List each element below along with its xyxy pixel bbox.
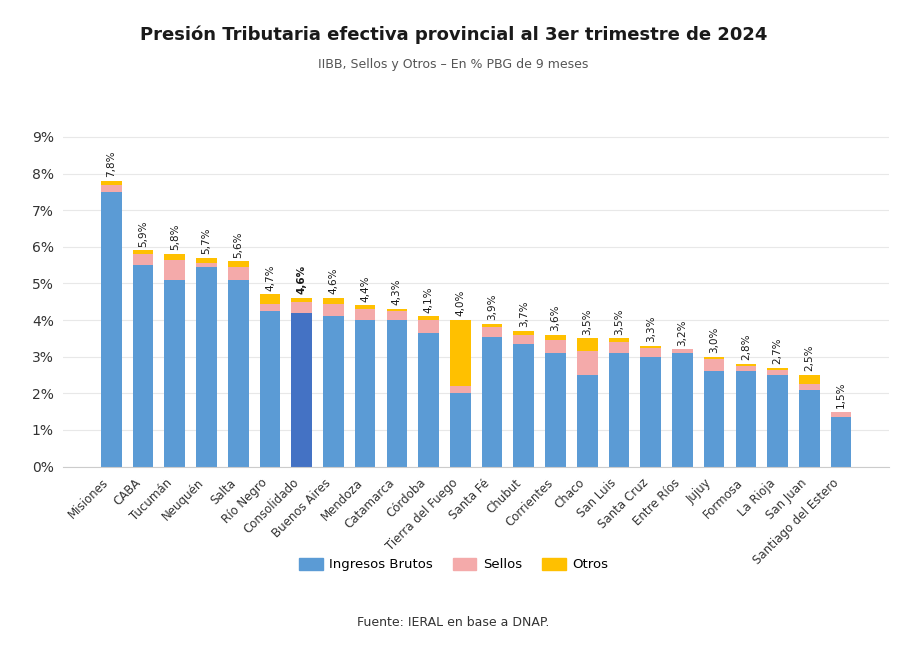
Text: 4,1%: 4,1% bbox=[424, 286, 434, 313]
Bar bbox=[164, 280, 185, 467]
Text: 3,2%: 3,2% bbox=[678, 319, 688, 345]
Bar bbox=[831, 417, 852, 467]
Bar bbox=[513, 335, 534, 344]
Text: 4,6%: 4,6% bbox=[328, 268, 338, 294]
Bar bbox=[704, 371, 725, 467]
Bar bbox=[259, 303, 280, 311]
Bar bbox=[259, 294, 280, 303]
Bar bbox=[323, 298, 344, 303]
Text: 2,8%: 2,8% bbox=[741, 334, 751, 360]
Bar bbox=[767, 375, 788, 467]
Bar bbox=[132, 254, 153, 265]
Text: 7,8%: 7,8% bbox=[106, 151, 116, 177]
Text: 4,0%: 4,0% bbox=[455, 290, 465, 316]
Bar bbox=[323, 303, 344, 316]
Bar bbox=[132, 265, 153, 467]
Text: 5,6%: 5,6% bbox=[233, 231, 243, 258]
Bar bbox=[196, 267, 217, 467]
Bar bbox=[386, 311, 407, 320]
Bar bbox=[259, 311, 280, 467]
Bar bbox=[164, 254, 185, 260]
Bar bbox=[640, 345, 661, 347]
Bar bbox=[291, 302, 312, 313]
Bar bbox=[418, 333, 439, 467]
Bar bbox=[355, 309, 375, 320]
Text: Fuente: IERAL en base a DNAP.: Fuente: IERAL en base a DNAP. bbox=[357, 616, 550, 629]
Text: Presión Tributaria efectiva provincial al 3er trimestre de 2024: Presión Tributaria efectiva provincial a… bbox=[140, 26, 767, 45]
Bar bbox=[101, 185, 122, 192]
Bar bbox=[196, 258, 217, 263]
Bar bbox=[640, 347, 661, 356]
Text: 2,5%: 2,5% bbox=[805, 345, 814, 371]
Bar bbox=[831, 411, 852, 417]
Bar bbox=[228, 280, 249, 467]
Bar bbox=[513, 331, 534, 335]
Text: 3,3%: 3,3% bbox=[646, 316, 656, 342]
Bar bbox=[482, 324, 502, 327]
Bar bbox=[228, 267, 249, 280]
Bar bbox=[386, 309, 407, 311]
Bar bbox=[704, 358, 725, 371]
Text: 4,3%: 4,3% bbox=[392, 279, 402, 305]
Text: 5,8%: 5,8% bbox=[170, 224, 180, 251]
Bar bbox=[101, 192, 122, 467]
Bar bbox=[704, 356, 725, 358]
Text: 3,5%: 3,5% bbox=[582, 308, 592, 335]
Bar bbox=[482, 327, 502, 336]
Bar bbox=[767, 369, 788, 375]
Text: 3,6%: 3,6% bbox=[551, 305, 561, 331]
Text: 1,5%: 1,5% bbox=[836, 382, 846, 408]
Bar bbox=[164, 260, 185, 280]
Bar bbox=[355, 305, 375, 309]
Bar bbox=[577, 351, 598, 375]
Bar bbox=[609, 342, 629, 353]
Text: 3,7%: 3,7% bbox=[519, 301, 529, 327]
Text: 4,4%: 4,4% bbox=[360, 275, 370, 302]
Bar bbox=[513, 344, 534, 467]
Bar bbox=[132, 251, 153, 254]
Bar bbox=[545, 335, 566, 340]
Bar bbox=[609, 338, 629, 342]
Text: 3,0%: 3,0% bbox=[709, 327, 719, 353]
Text: 4,6%: 4,6% bbox=[297, 265, 307, 294]
Bar bbox=[577, 375, 598, 467]
Bar bbox=[355, 320, 375, 467]
Bar bbox=[799, 384, 820, 389]
Bar bbox=[799, 389, 820, 467]
Bar bbox=[767, 367, 788, 369]
Bar bbox=[450, 386, 471, 393]
Bar bbox=[450, 393, 471, 467]
Text: 4,7%: 4,7% bbox=[265, 264, 275, 291]
Bar bbox=[736, 371, 756, 467]
Bar bbox=[418, 320, 439, 333]
Bar bbox=[736, 364, 756, 366]
Bar bbox=[736, 366, 756, 371]
Bar bbox=[323, 316, 344, 467]
Bar bbox=[799, 375, 820, 384]
Bar bbox=[386, 320, 407, 467]
Bar bbox=[640, 356, 661, 467]
Bar bbox=[291, 313, 312, 467]
Bar bbox=[101, 181, 122, 185]
Bar bbox=[545, 353, 566, 467]
Text: 3,9%: 3,9% bbox=[487, 294, 497, 320]
Bar bbox=[291, 298, 312, 302]
Text: 3,5%: 3,5% bbox=[614, 308, 624, 335]
Bar bbox=[545, 340, 566, 353]
Text: 5,9%: 5,9% bbox=[138, 220, 148, 247]
Bar bbox=[577, 338, 598, 351]
Bar bbox=[672, 349, 693, 353]
Text: 5,7%: 5,7% bbox=[201, 227, 211, 254]
Bar bbox=[609, 353, 629, 467]
Bar bbox=[196, 263, 217, 267]
Bar bbox=[450, 320, 471, 386]
Text: 2,7%: 2,7% bbox=[773, 338, 783, 364]
Bar bbox=[482, 336, 502, 467]
Bar bbox=[672, 353, 693, 467]
Legend: Ingresos Brutos, Sellos, Otros: Ingresos Brutos, Sellos, Otros bbox=[294, 553, 613, 577]
Bar bbox=[418, 316, 439, 320]
Bar bbox=[228, 261, 249, 267]
Text: IIBB, Sellos y Otros – En % PBG de 9 meses: IIBB, Sellos y Otros – En % PBG de 9 mes… bbox=[318, 58, 589, 71]
